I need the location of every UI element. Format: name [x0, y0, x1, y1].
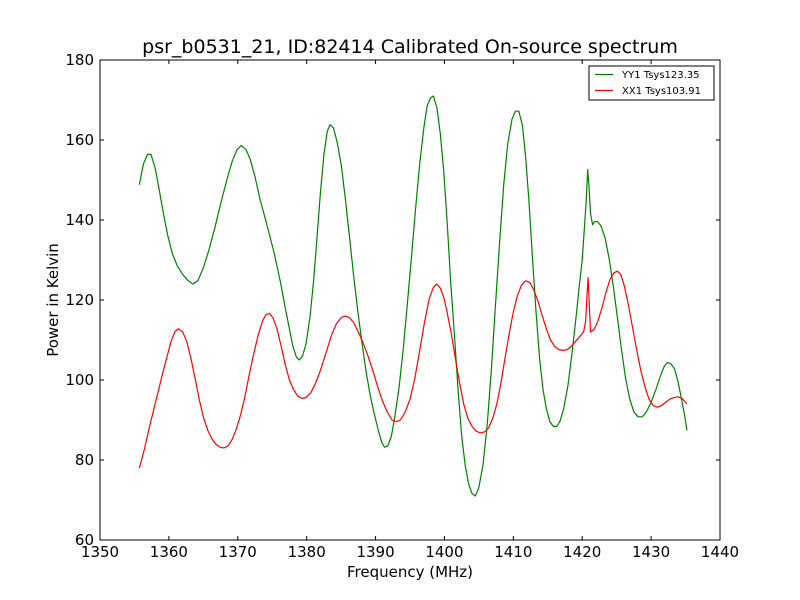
- series-lines: [138, 95, 688, 497]
- x-tick-label: 1360: [150, 543, 188, 561]
- y-tick-label: 100: [65, 371, 94, 389]
- y-axis-ticks: 60 80 100 120 140 160 180: [65, 51, 720, 549]
- series-line-xx1: [138, 270, 688, 469]
- y-tick-label: 160: [65, 131, 94, 149]
- y-tick-label: 80: [75, 451, 94, 469]
- legend: YY1 Tsys123.35 XX1 Tsys103.91: [588, 65, 715, 101]
- y-tick-label: 120: [65, 291, 94, 309]
- x-tick-label: 1370: [219, 543, 257, 561]
- legend-label-yy1: YY1 Tsys123.35: [621, 70, 700, 81]
- x-tick-label: 1420: [563, 543, 601, 561]
- y-axis-label: Power in Kelvin: [44, 243, 62, 357]
- legend-label-xx1: XX1 Tsys103.91: [622, 86, 701, 97]
- x-tick-label: 1430: [632, 543, 670, 561]
- plot-area: [100, 60, 720, 540]
- y-tick-label: 140: [65, 211, 94, 229]
- legend-box: [588, 65, 715, 101]
- x-tick-label: 1440: [701, 543, 739, 561]
- series-line-yy1: [138, 95, 688, 497]
- y-tick-label: 60: [75, 531, 94, 549]
- x-tick-label: 1350: [81, 543, 119, 561]
- chart-title: psr_b0531_21, ID:82414 Calibrated On-sou…: [142, 36, 678, 58]
- x-tick-label: 1380: [288, 543, 326, 561]
- x-tick-label: 1400: [425, 543, 463, 561]
- axes-frame: [99, 59, 721, 541]
- y-tick-label: 180: [65, 51, 94, 69]
- x-axis-label: Frequency (MHz): [347, 563, 473, 581]
- x-axis-ticks: 1350 1360 1370 1380 1390 1400 1410 1420 1430 1440: [81, 60, 739, 561]
- x-tick-label: 1390: [356, 543, 394, 561]
- x-tick-label: 1410: [494, 543, 532, 561]
